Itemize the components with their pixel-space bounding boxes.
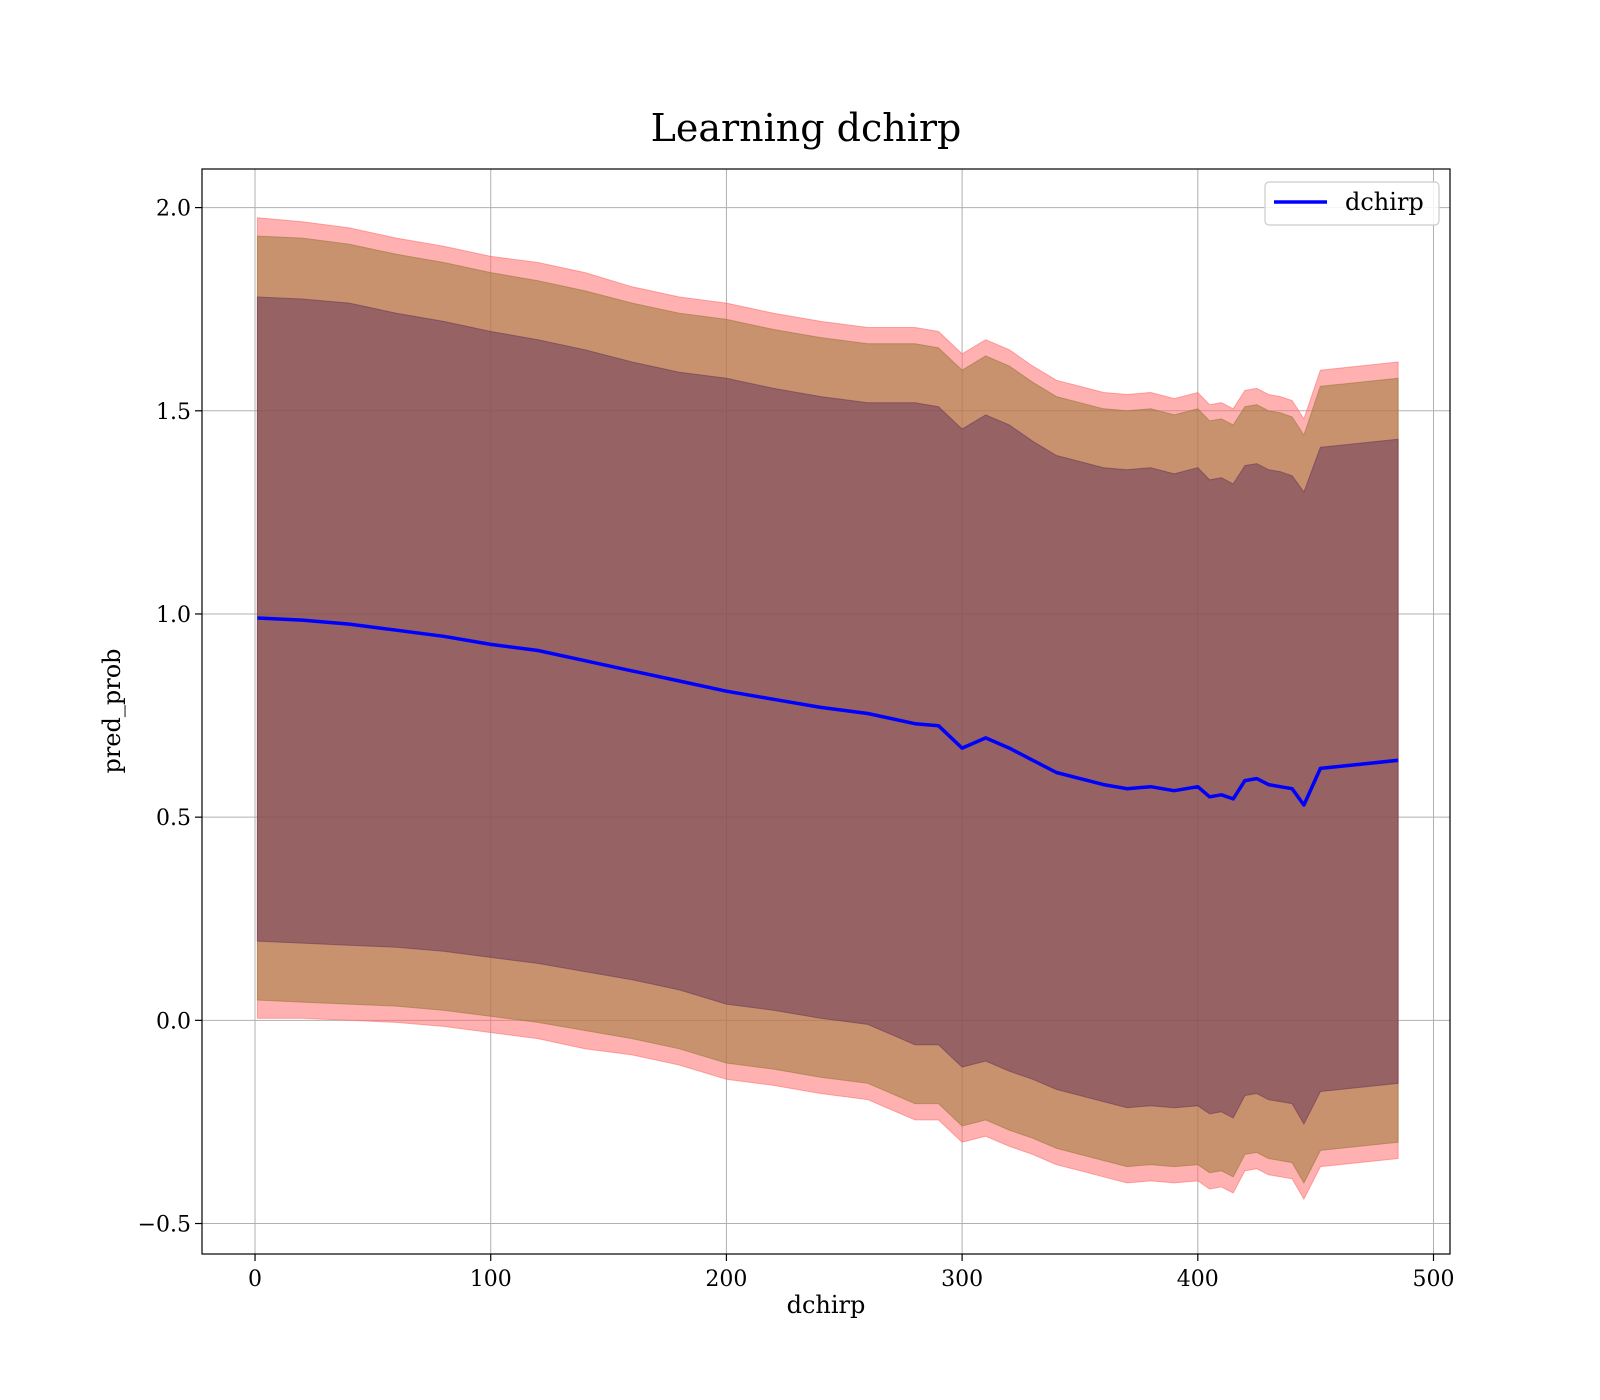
y-tick-label: −0.5 [138, 1213, 191, 1238]
legend: dchirp [1264, 181, 1440, 226]
confidence-band [256, 296, 1399, 1126]
y-tick-label: 1.5 [156, 400, 191, 425]
plot-area-frame [201, 168, 1451, 1255]
series-lines [257, 616, 1399, 807]
y-tick-label: 0.0 [156, 1009, 191, 1034]
x-tick-label: 500 [1413, 1267, 1455, 1292]
x-tick-label: 400 [1177, 1267, 1219, 1292]
y-axis-label: pred_prob [98, 648, 126, 773]
x-tick-label: 0 [248, 1267, 262, 1292]
y-axis-ticks: −0.5 0.0 0.5 1.0 1.5 2.0 [138, 197, 202, 1238]
y-tick-label: 2.0 [156, 197, 191, 222]
y-tick-label: 0.5 [156, 806, 191, 831]
legend-label-dchirp: dchirp [1345, 188, 1424, 216]
x-tick-label: 200 [705, 1267, 747, 1292]
y-tick-label: 1.0 [156, 603, 191, 628]
legend-box [1264, 181, 1440, 226]
confidence-bands [256, 217, 1399, 1201]
series-line-dchirp [257, 616, 1399, 807]
x-tick-label: 300 [941, 1267, 983, 1292]
x-axis-ticks: 0 100 200 300 400 500 [248, 1254, 1455, 1292]
chart-title: Learning dchirp [651, 106, 962, 150]
x-tick-label: 100 [470, 1267, 512, 1292]
x-axis-label: dchirp [787, 1291, 866, 1319]
